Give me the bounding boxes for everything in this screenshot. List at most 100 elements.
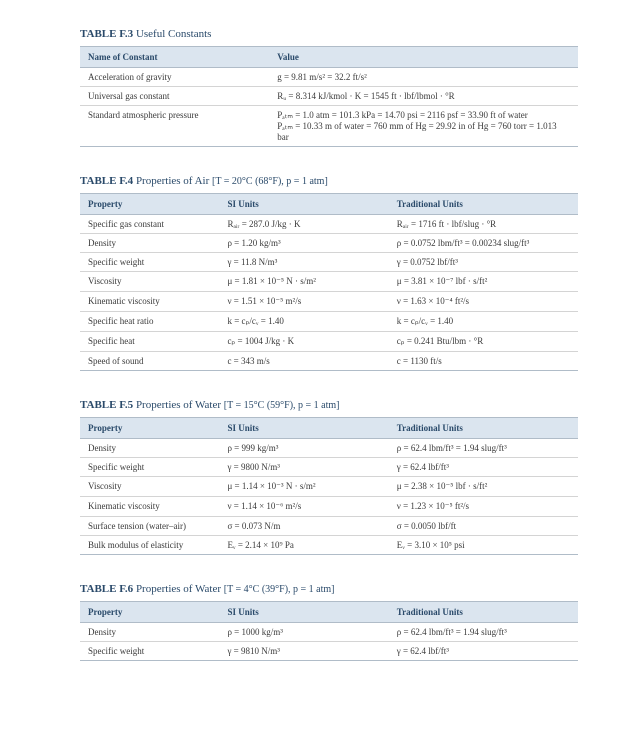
table-row: Specific weightγ = 11.8 N/m³γ = 0.0752 l… [80,253,578,272]
cell-si: ρ = 1.20 kg/m³ [219,234,388,253]
table-f5-num: TABLE F.5 [80,399,133,411]
cell-p: Viscosity [80,477,219,497]
table-row: Specific heat ratiok = cₚ/cᵥ = 1.40k = c… [80,312,578,332]
cell-value: Pₐₜₘ = 1.0 atm = 101.3 kPa = 14.70 psi =… [269,106,578,147]
table-f6-desc: Properties of Water [136,583,221,595]
table-row: Kinematic viscosityν = 1.14 × 10⁻⁶ m²/sν… [80,497,578,517]
table-f4: TABLE F.4 Properties of Air [T = 20°C (6… [80,175,578,371]
table-f3: TABLE F.3 Useful Constants Name of Const… [80,28,578,147]
table-f6-num: TABLE F.6 [80,583,133,595]
table-f5-desc: Properties of Water [136,399,221,411]
table-row: Acceleration of gravity g = 9.81 m/s² = … [80,68,578,87]
table-row: Densityρ = 1.20 kg/m³ρ = 0.0752 lbm/ft³ … [80,234,578,253]
cell-name: Standard atmospheric pressure [80,106,269,147]
cell-tu: γ = 0.0752 lbf/ft³ [389,253,578,272]
cell-tu: k = cₚ/cᵥ = 1.40 [389,312,578,332]
cell-p: Density [80,234,219,253]
table-row: Specific weightγ = 9810 N/m³γ = 62.4 lbf… [80,642,578,661]
cell-tu: ρ = 62.4 lbm/ft³ = 1.94 slug/ft³ [389,623,578,642]
table-f3-h0: Name of Constant [80,47,269,68]
cell-si: cₚ = 1004 J/kg · K [219,332,388,352]
table-f6-cond: [T = 4°C (39°F), p = 1 atm] [224,584,335,595]
cell-tu: ν = 1.63 × 10⁻⁴ ft²/s [389,292,578,312]
cell-si: γ = 9810 N/m³ [219,642,388,661]
cell-p: Surface tension (water–air) [80,517,219,536]
table-f6-grid: Property SI Units Traditional Units Dens… [80,601,578,661]
cell-p: Viscosity [80,272,219,292]
table-f3-num: TABLE F.3 [80,28,133,40]
table-f3-desc: Useful Constants [136,28,211,40]
table-row: Universal gas constant Rᵤ = 8.314 kJ/kmo… [80,87,578,106]
cell-si: ρ = 1000 kg/m³ [219,623,388,642]
table-f5-title: TABLE F.5 Properties of Water [T = 15°C … [80,399,578,411]
table-f6-h1: SI Units [219,602,388,623]
table-row: Specific heatcₚ = 1004 J/kg · Kcₚ = 0.24… [80,332,578,352]
table-row: Standard atmospheric pressure Pₐₜₘ = 1.0… [80,106,578,147]
cell-tu: Eᵥ = 3.10 × 10⁵ psi [389,536,578,555]
table-row: Viscosityμ = 1.81 × 10⁻⁵ N · s/m²μ = 3.8… [80,272,578,292]
cell-si: ν = 1.51 × 10⁻⁵ m²/s [219,292,388,312]
cell-tu: μ = 2.38 × 10⁻⁵ lbf · s/ft² [389,477,578,497]
cell-p: Bulk modulus of elasticity [80,536,219,555]
table-row: Viscosityμ = 1.14 × 10⁻³ N · s/m²μ = 2.3… [80,477,578,497]
cell-p: Specific weight [80,253,219,272]
table-f4-h1: SI Units [219,194,388,215]
cell-name: Universal gas constant [80,87,269,106]
table-row: Kinematic viscosityν = 1.51 × 10⁻⁵ m²/sν… [80,292,578,312]
table-f5-grid: Property SI Units Traditional Units Dens… [80,417,578,555]
cell-tu: c = 1130 ft/s [389,352,578,371]
cell-value: g = 9.81 m/s² = 32.2 ft/s² [269,68,578,87]
table-f3-grid: Name of Constant Value Acceleration of g… [80,46,578,147]
cell-tu: cₚ = 0.241 Btu/lbm · °R [389,332,578,352]
cell-p: Specific weight [80,642,219,661]
table-f6-h2: Traditional Units [389,602,578,623]
table-row: Speed of soundc = 343 m/sc = 1130 ft/s [80,352,578,371]
table-row: Bulk modulus of elasticityEᵥ = 2.14 × 10… [80,536,578,555]
cell-name: Acceleration of gravity [80,68,269,87]
cell-p: Kinematic viscosity [80,497,219,517]
cell-p: Specific heat [80,332,219,352]
cell-tu: μ = 3.81 × 10⁻⁷ lbf · s/ft² [389,272,578,292]
cell-si: μ = 1.81 × 10⁻⁵ N · s/m² [219,272,388,292]
table-f5-h2: Traditional Units [389,418,578,439]
table-row: Surface tension (water–air)σ = 0.073 N/m… [80,517,578,536]
table-f3-title: TABLE F.3 Useful Constants [80,28,578,40]
cell-tu: ν = 1.23 × 10⁻⁵ ft²/s [389,497,578,517]
cell-tu: γ = 62.4 lbf/ft³ [389,458,578,477]
cell-si: k = cₚ/cᵥ = 1.40 [219,312,388,332]
cell-si: c = 343 m/s [219,352,388,371]
table-f6: TABLE F.6 Properties of Water [T = 4°C (… [80,583,578,661]
table-f4-grid: Property SI Units Traditional Units Spec… [80,193,578,371]
table-row: Densityρ = 999 kg/m³ρ = 62.4 lbm/ft³ = 1… [80,439,578,458]
table-f4-h0: Property [80,194,219,215]
table-f4-desc: Properties of Air [136,175,209,187]
table-f4-h2: Traditional Units [389,194,578,215]
cell-p: Speed of sound [80,352,219,371]
cell-p: Density [80,439,219,458]
table-f5: TABLE F.5 Properties of Water [T = 15°C … [80,399,578,555]
cell-p: Specific weight [80,458,219,477]
table-f3-h1: Value [269,47,578,68]
table-f4-num: TABLE F.4 [80,175,133,187]
cell-si: γ = 11.8 N/m³ [219,253,388,272]
table-row: Densityρ = 1000 kg/m³ρ = 62.4 lbm/ft³ = … [80,623,578,642]
cell-si: γ = 9800 N/m³ [219,458,388,477]
table-f4-cond: [T = 20°C (68°F), p = 1 atm] [212,176,328,187]
cell-tu: ρ = 0.0752 lbm/ft³ = 0.00234 slug/ft³ [389,234,578,253]
table-f5-h1: SI Units [219,418,388,439]
table-f6-title: TABLE F.6 Properties of Water [T = 4°C (… [80,583,578,595]
cell-si: μ = 1.14 × 10⁻³ N · s/m² [219,477,388,497]
cell-value: Rᵤ = 8.314 kJ/kmol · K = 1545 ft · lbf/l… [269,87,578,106]
cell-p: Density [80,623,219,642]
cell-si: σ = 0.073 N/m [219,517,388,536]
table-f6-h0: Property [80,602,219,623]
cell-p: Kinematic viscosity [80,292,219,312]
cell-si: Eᵥ = 2.14 × 10⁹ Pa [219,536,388,555]
table-f5-cond: [T = 15°C (59°F), p = 1 atm] [224,400,340,411]
cell-tu: σ = 0.0050 lbf/ft [389,517,578,536]
table-f5-h0: Property [80,418,219,439]
cell-si: Rₐᵢᵣ = 287.0 J/kg · K [219,215,388,234]
table-row: Specific gas constantRₐᵢᵣ = 287.0 J/kg ·… [80,215,578,234]
cell-si: ρ = 999 kg/m³ [219,439,388,458]
cell-si: ν = 1.14 × 10⁻⁶ m²/s [219,497,388,517]
